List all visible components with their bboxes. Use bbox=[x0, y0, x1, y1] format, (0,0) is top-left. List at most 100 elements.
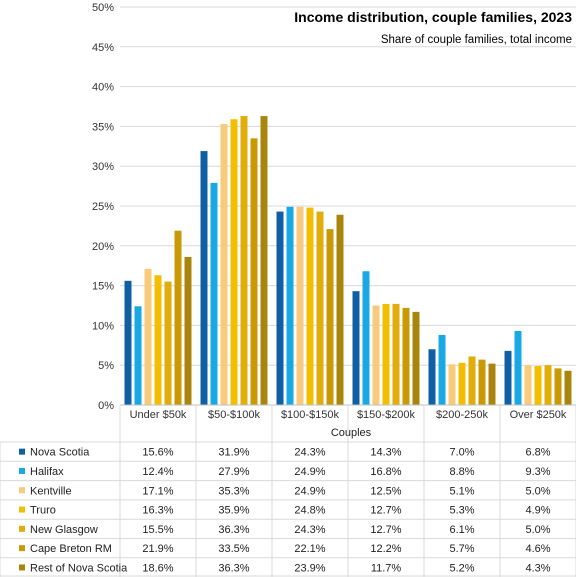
bar bbox=[412, 311, 420, 405]
bar bbox=[316, 211, 324, 405]
bar bbox=[174, 230, 182, 405]
data-label: 18.6% bbox=[142, 562, 173, 574]
legend-swatch bbox=[19, 506, 25, 513]
bar bbox=[524, 365, 532, 405]
data-label: 16.3% bbox=[142, 505, 173, 517]
gridlines bbox=[120, 6, 576, 366]
x-tick-label: $200-250k bbox=[436, 409, 488, 421]
data-label: 31.9% bbox=[218, 447, 249, 459]
data-table: Nova Scotia 15.6% 31.9% 24.3% 14.3% 7.0% 6.8% H… bbox=[0, 405, 576, 577]
bar bbox=[240, 116, 248, 405]
y-tick-label: 40% bbox=[92, 82, 114, 94]
data-label: 22.1% bbox=[294, 543, 325, 555]
bar bbox=[428, 349, 436, 405]
data-label: 24.9% bbox=[294, 466, 325, 478]
bar bbox=[250, 138, 258, 405]
data-label: 24.8% bbox=[294, 505, 325, 517]
data-label: 12.5% bbox=[370, 485, 401, 497]
data-label: 35.9% bbox=[218, 505, 249, 517]
legend-label: Cape Breton RM bbox=[30, 543, 112, 555]
y-tick-label: 15% bbox=[92, 281, 114, 293]
data-label: 23.9% bbox=[294, 562, 325, 574]
bar bbox=[230, 119, 238, 406]
bar bbox=[544, 365, 552, 405]
data-label: 16.8% bbox=[370, 466, 401, 478]
bar bbox=[260, 116, 268, 405]
data-label: 15.6% bbox=[142, 447, 173, 459]
bar bbox=[458, 362, 466, 405]
bar bbox=[124, 280, 132, 405]
data-label: 24.3% bbox=[294, 447, 325, 459]
bar bbox=[296, 206, 304, 405]
x-tick-label: Over $250k bbox=[510, 409, 567, 421]
bar bbox=[362, 271, 370, 405]
data-label: 35.3% bbox=[218, 485, 249, 497]
data-label: 4.3% bbox=[525, 562, 550, 574]
data-label: 15.5% bbox=[142, 524, 173, 536]
legend-label: New Glasgow bbox=[30, 524, 98, 536]
legend-swatch bbox=[19, 525, 25, 532]
legend-label: Truro bbox=[30, 505, 56, 517]
data-label: 8.8% bbox=[449, 466, 474, 478]
data-label: 6.8% bbox=[525, 447, 550, 459]
data-label: 17.1% bbox=[142, 485, 173, 497]
data-label: 12.7% bbox=[370, 505, 401, 517]
x-axis-title: Couples bbox=[331, 427, 372, 439]
y-tick-label: 0% bbox=[98, 400, 114, 412]
data-label: 5.7% bbox=[449, 543, 474, 555]
y-tick-label: 35% bbox=[92, 121, 114, 133]
y-tick-label: 30% bbox=[92, 161, 114, 173]
data-label: 12.2% bbox=[370, 543, 401, 555]
bar bbox=[564, 370, 572, 405]
legend-swatch bbox=[19, 467, 25, 474]
bar bbox=[286, 206, 294, 405]
y-tick-label: 10% bbox=[92, 320, 114, 332]
bar bbox=[306, 207, 314, 405]
bar bbox=[134, 306, 142, 405]
data-label: 5.0% bbox=[525, 524, 550, 536]
bar bbox=[448, 364, 456, 405]
bar bbox=[478, 359, 486, 405]
data-label: 5.2% bbox=[449, 562, 474, 574]
legend-label: Nova Scotia bbox=[30, 447, 90, 459]
data-label: 9.3% bbox=[525, 466, 550, 478]
data-label: 36.3% bbox=[218, 524, 249, 536]
legend-swatch bbox=[19, 564, 25, 571]
x-tick-label: $50-$100k bbox=[208, 409, 260, 421]
bar bbox=[504, 350, 512, 405]
x-tick-label: $100-$150k bbox=[281, 409, 340, 421]
chart-title: Income distribution, couple families, 20… bbox=[294, 9, 572, 25]
data-label: 11.7% bbox=[371, 562, 402, 574]
bar bbox=[144, 268, 152, 405]
bar bbox=[468, 356, 476, 405]
data-label: 7.0% bbox=[449, 447, 474, 459]
legend-label: Kentville bbox=[30, 485, 72, 497]
bar bbox=[276, 211, 284, 405]
legend-swatch bbox=[19, 487, 25, 494]
data-label: 6.1% bbox=[449, 524, 474, 536]
bar bbox=[488, 363, 496, 405]
bar bbox=[372, 305, 380, 405]
bar bbox=[534, 365, 542, 405]
legend-swatch bbox=[19, 448, 25, 455]
data-label: 12.7% bbox=[370, 524, 401, 536]
y-tick-label: 50% bbox=[92, 2, 114, 14]
bar bbox=[514, 330, 522, 405]
bar bbox=[402, 307, 410, 405]
y-tick-label: 45% bbox=[92, 42, 114, 54]
x-tick-label: $150-$200k bbox=[357, 409, 416, 421]
bar bbox=[438, 334, 446, 405]
y-tick-label: 20% bbox=[92, 241, 114, 253]
y-tick-label: 25% bbox=[92, 201, 114, 213]
bar bbox=[184, 256, 192, 405]
data-label: 5.3% bbox=[449, 505, 474, 517]
data-label: 5.1% bbox=[449, 485, 474, 497]
bar bbox=[326, 229, 334, 405]
bar bbox=[200, 151, 208, 405]
legend-label: Rest of Nova Scotia bbox=[30, 562, 128, 574]
data-label: 36.3% bbox=[218, 562, 249, 574]
bars bbox=[124, 116, 572, 406]
data-label: 24.3% bbox=[294, 524, 325, 536]
legend-swatch bbox=[19, 545, 25, 552]
